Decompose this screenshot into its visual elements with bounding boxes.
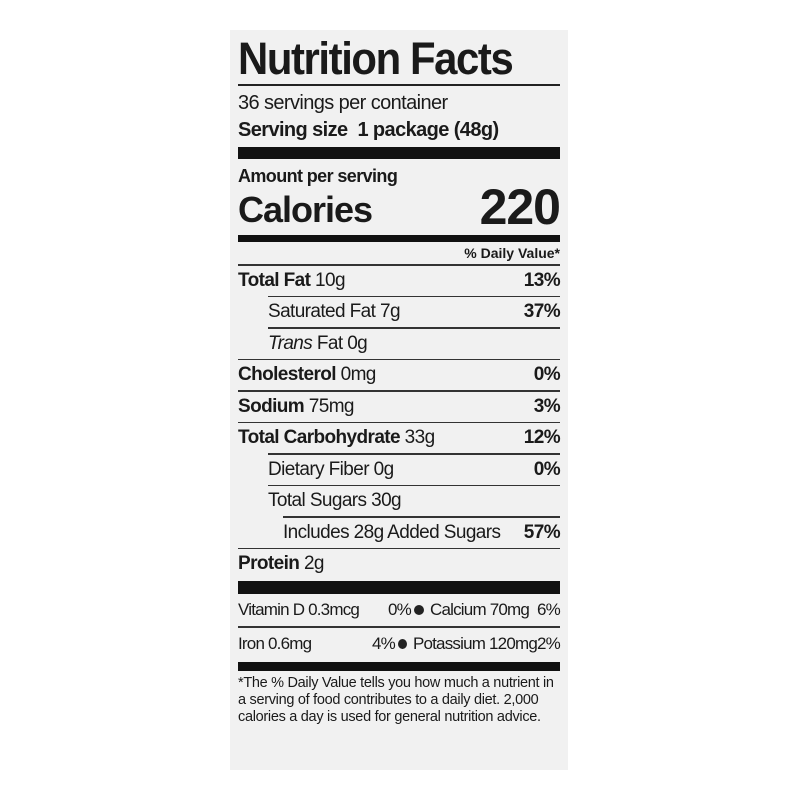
nutrition-facts-label: Nutrition Facts 36 servings per containe…	[230, 30, 568, 770]
nutrient-row-total-fat: Total Fat 10g 13%	[238, 266, 561, 296]
nutrient-dv: 3%	[533, 395, 561, 417]
nutrient-name: Total Sugars	[268, 490, 367, 511]
nutrient-row-total-carbohydrate: Total Carbohydrate 33g 12%	[238, 423, 561, 453]
bullet-icon	[398, 638, 407, 649]
serving-size-value: 1 package (48g)	[357, 119, 499, 141]
nutrient-amount: 10g	[315, 269, 346, 291]
nutrient-row-sodium: Sodium 75mg 3%	[238, 392, 561, 422]
nutrient-name: Total Carbohydrate	[238, 427, 401, 448]
vitamin-dv: 2%	[537, 633, 561, 653]
divider	[268, 453, 560, 455]
nutrient-amount: 7g	[380, 301, 401, 322]
divider	[238, 264, 560, 266]
nutrient-row-trans-fat: Trans Fat 0g	[238, 329, 560, 359]
vitamin-row: Vitamin D 0.3mcg 0% Calcium 70mg 6%	[238, 594, 561, 626]
nutrient-row-cholesterol: Cholesterol 0mg 0%	[238, 360, 561, 390]
nutrient-dv: 0%	[533, 364, 561, 385]
thick-divider	[238, 581, 560, 594]
thick-divider	[238, 661, 560, 671]
nutrient-amount: 0g	[347, 332, 368, 354]
vitamin-row: Iron 0.6mg 4% Potassium 120mg 2%	[238, 628, 561, 660]
nutrient-row-dietary-fiber: Dietary Fiber 0g 0%	[238, 455, 561, 485]
amount-per-serving: Amount per serving	[238, 166, 398, 186]
vitamin-dv: 0%	[388, 600, 412, 619]
vitamin-name: Vitamin D 0.3mcg	[238, 600, 360, 619]
serving-size: Serving size 1 package (48g)	[238, 117, 560, 144]
divider	[238, 358, 560, 360]
nutrient-row-added-sugars: Includes 28g Added Sugars 57%	[238, 518, 561, 548]
divider	[268, 295, 560, 297]
nutrient-name: Dietary Fiber	[268, 458, 370, 480]
nutrient-name: Total Fat	[238, 269, 311, 291]
vitamin-name: Iron 0.6mg	[238, 633, 312, 653]
nutrient-name: Cholesterol	[238, 364, 337, 385]
vitamin-dv: 4%	[372, 633, 396, 653]
nutrient-name: Protein	[238, 553, 300, 574]
nutrient-row-protein: Protein 2g	[238, 549, 560, 579]
nutrient-row-total-sugars: Total Sugars 30g	[238, 486, 560, 516]
nutrient-name: Includes 28g Added Sugars	[283, 521, 501, 543]
nutrient-amount: 0mg	[340, 364, 377, 385]
calories-value: 220	[479, 179, 561, 235]
medium-divider	[238, 235, 560, 242]
nutrient-row-saturated-fat: Saturated Fat 7g 37%	[238, 297, 561, 327]
bullet-icon	[414, 605, 424, 615]
nutrient-dv: 13%	[523, 269, 561, 291]
nutrient-amount: 2g	[303, 553, 325, 574]
nutrient-dv: 37%	[523, 301, 561, 322]
divider	[238, 547, 560, 549]
divider	[283, 516, 560, 518]
nutrient-amount: 75mg	[308, 395, 355, 417]
divider	[268, 484, 560, 486]
divider	[238, 421, 560, 423]
thick-divider	[238, 147, 560, 159]
divider	[238, 390, 560, 392]
label-title: Nutrition Facts	[238, 33, 514, 84]
nutrient-name: Sodium	[238, 395, 305, 417]
servings-per-container: 36 servings per container	[238, 92, 448, 114]
footnote: *The % Daily Value tells you how much a …	[238, 674, 554, 725]
vitamin-name: Calcium 70mg	[430, 600, 530, 619]
nutrient-amount: 33g	[404, 427, 436, 448]
nutrient-amount: 0g	[373, 458, 395, 480]
divider	[268, 327, 560, 329]
vitamin-dv: 6%	[537, 600, 561, 619]
vitamin-name: Potassium 120mg	[412, 633, 538, 653]
nutrient-name: Saturated Fat	[268, 301, 376, 322]
divider	[238, 626, 560, 628]
nutrient-name: Trans	[268, 332, 313, 354]
nutrient-dv: 0%	[533, 458, 561, 480]
nutrient-name-suffix: Fat	[316, 332, 343, 354]
nutrient-amount: 30g	[371, 490, 402, 511]
calories-row: Calories 220	[238, 182, 561, 232]
nutrient-dv: 57%	[523, 521, 561, 543]
serving-size-label: Serving size	[238, 119, 348, 141]
nutrient-dv: 12%	[523, 427, 561, 448]
divider	[238, 84, 560, 86]
calories-label: Calories	[238, 189, 373, 230]
daily-value-header: % Daily Value*	[464, 245, 560, 261]
